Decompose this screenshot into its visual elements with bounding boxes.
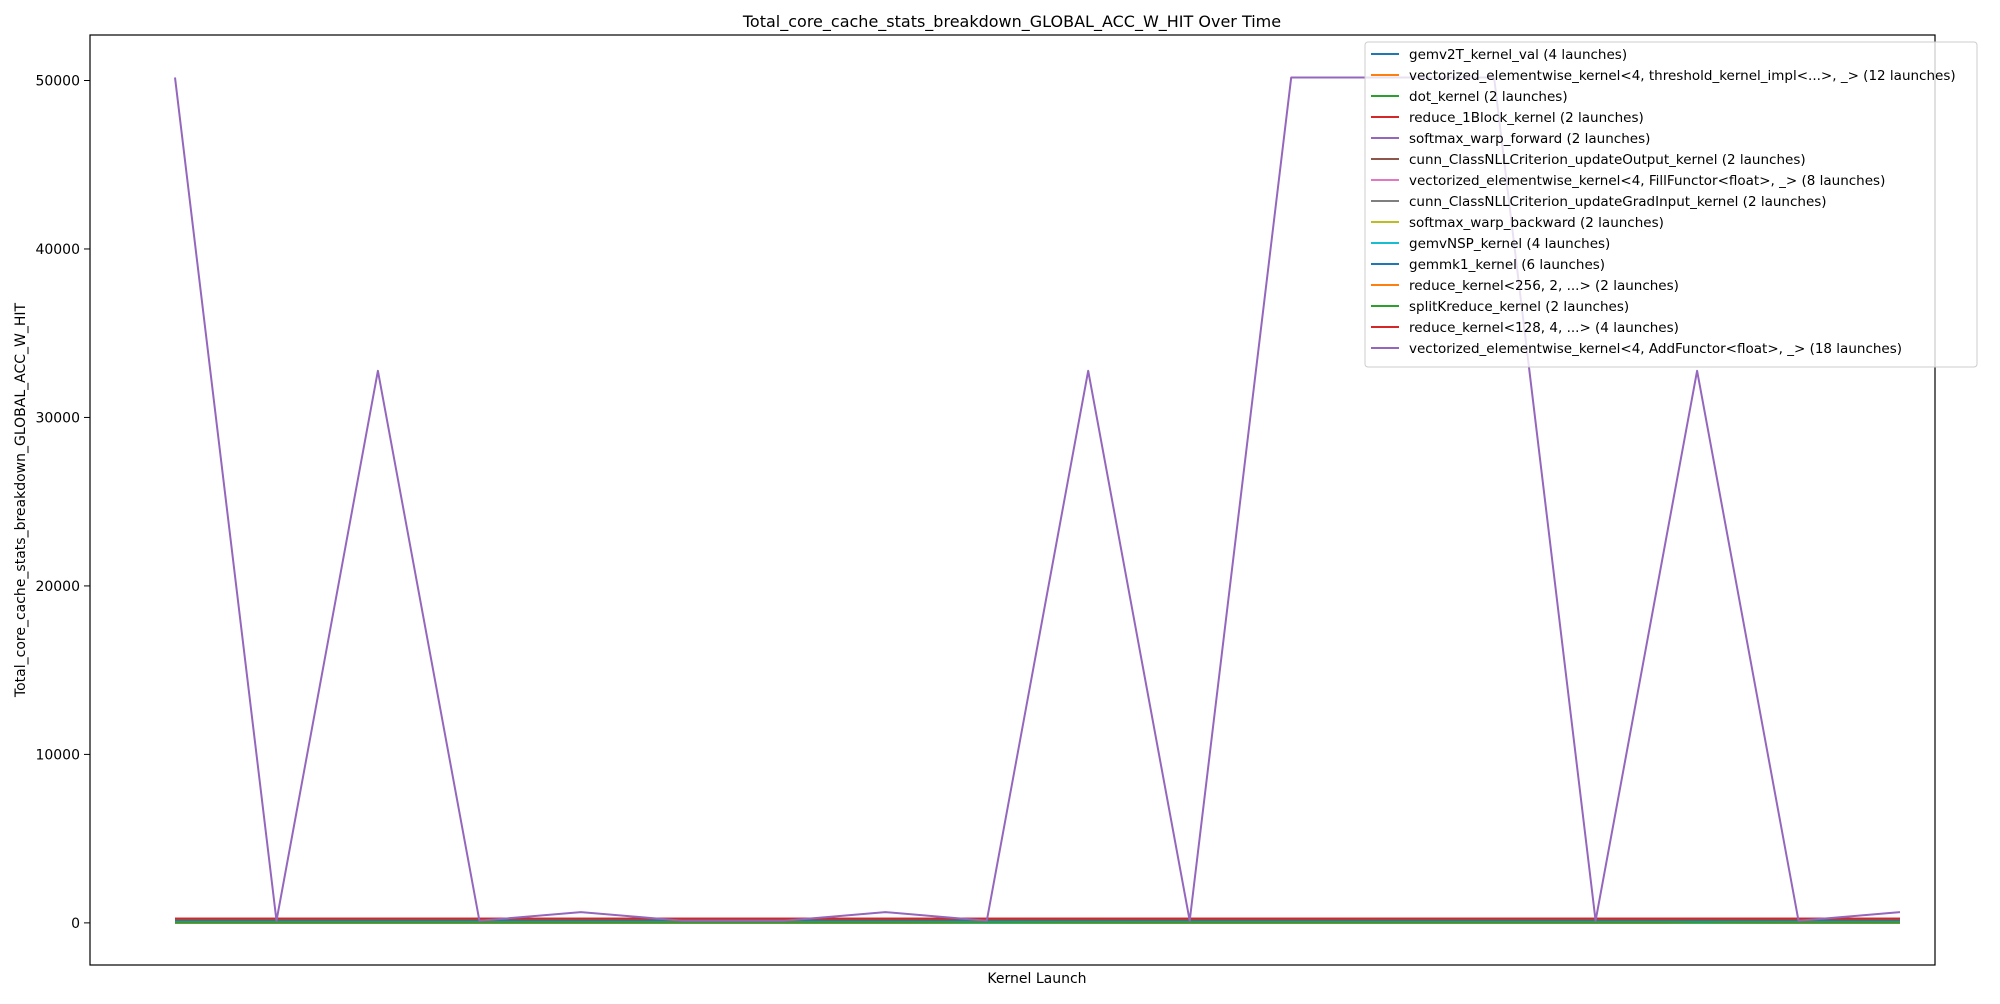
legend-entry: reduce_kernel<256, 2, ...> (2 launches) (1409, 278, 1679, 294)
series-lines (174, 76, 1901, 924)
legend-entry: softmax_warp_forward (2 launches) (1409, 131, 1650, 147)
legend-entry: vectorized_elementwise_kernel<4, FillFun… (1409, 173, 1885, 189)
y-tick-label: 50000 (35, 73, 80, 89)
legend-entry: reduce_1Block_kernel (2 launches) (1409, 110, 1644, 126)
legend-entry: gemmk1_kernel (6 launches) (1409, 257, 1605, 273)
y-axis: 0 10000 20000 30000 40000 50000 (35, 73, 90, 932)
y-tick-label: 40000 (35, 242, 80, 258)
legend-entry: dot_kernel (2 launches) (1409, 89, 1568, 105)
legend: gemv2T_kernel_val (4 launches) vectorized… (1364, 41, 1978, 368)
legend-entry: softmax_warp_backward (2 launches) (1409, 215, 1664, 231)
series-line-15 (174, 76, 1901, 922)
legend-entry: splitKreduce_kernel (2 launches) (1409, 299, 1629, 315)
legend-entry: gemv2T_kernel_val (4 launches) (1409, 47, 1627, 63)
legend-entry: cunn_ClassNLLCriterion_updateOutput_kern… (1409, 152, 1806, 168)
legend-box (1364, 41, 1978, 368)
legend-entry: reduce_kernel<128, 4, ...> (4 launches) (1409, 320, 1679, 336)
x-axis-label: Kernel Launch (987, 971, 1086, 987)
legend-entry: cunn_ClassNLLCriterion_updateGradInput_k… (1409, 194, 1827, 210)
legend-entry: vectorized_elementwise_kernel<4, thresho… (1409, 68, 1956, 84)
legend-entry: vectorized_elementwise_kernel<4, AddFunc… (1409, 341, 1902, 357)
legend-entry: gemvNSP_kernel (4 launches) (1409, 236, 1610, 252)
y-tick-label: 20000 (35, 579, 80, 595)
y-axis-label: Total_core_cache_stats_breakdown_GLOBAL_… (13, 302, 29, 698)
y-tick-label: 0 (71, 916, 80, 932)
chart-title: Total_core_cache_stats_breakdown_GLOBAL_… (742, 12, 1281, 32)
y-tick-label: 30000 (35, 410, 80, 426)
plot-frame (89, 34, 1936, 966)
y-tick-label: 10000 (35, 747, 80, 763)
